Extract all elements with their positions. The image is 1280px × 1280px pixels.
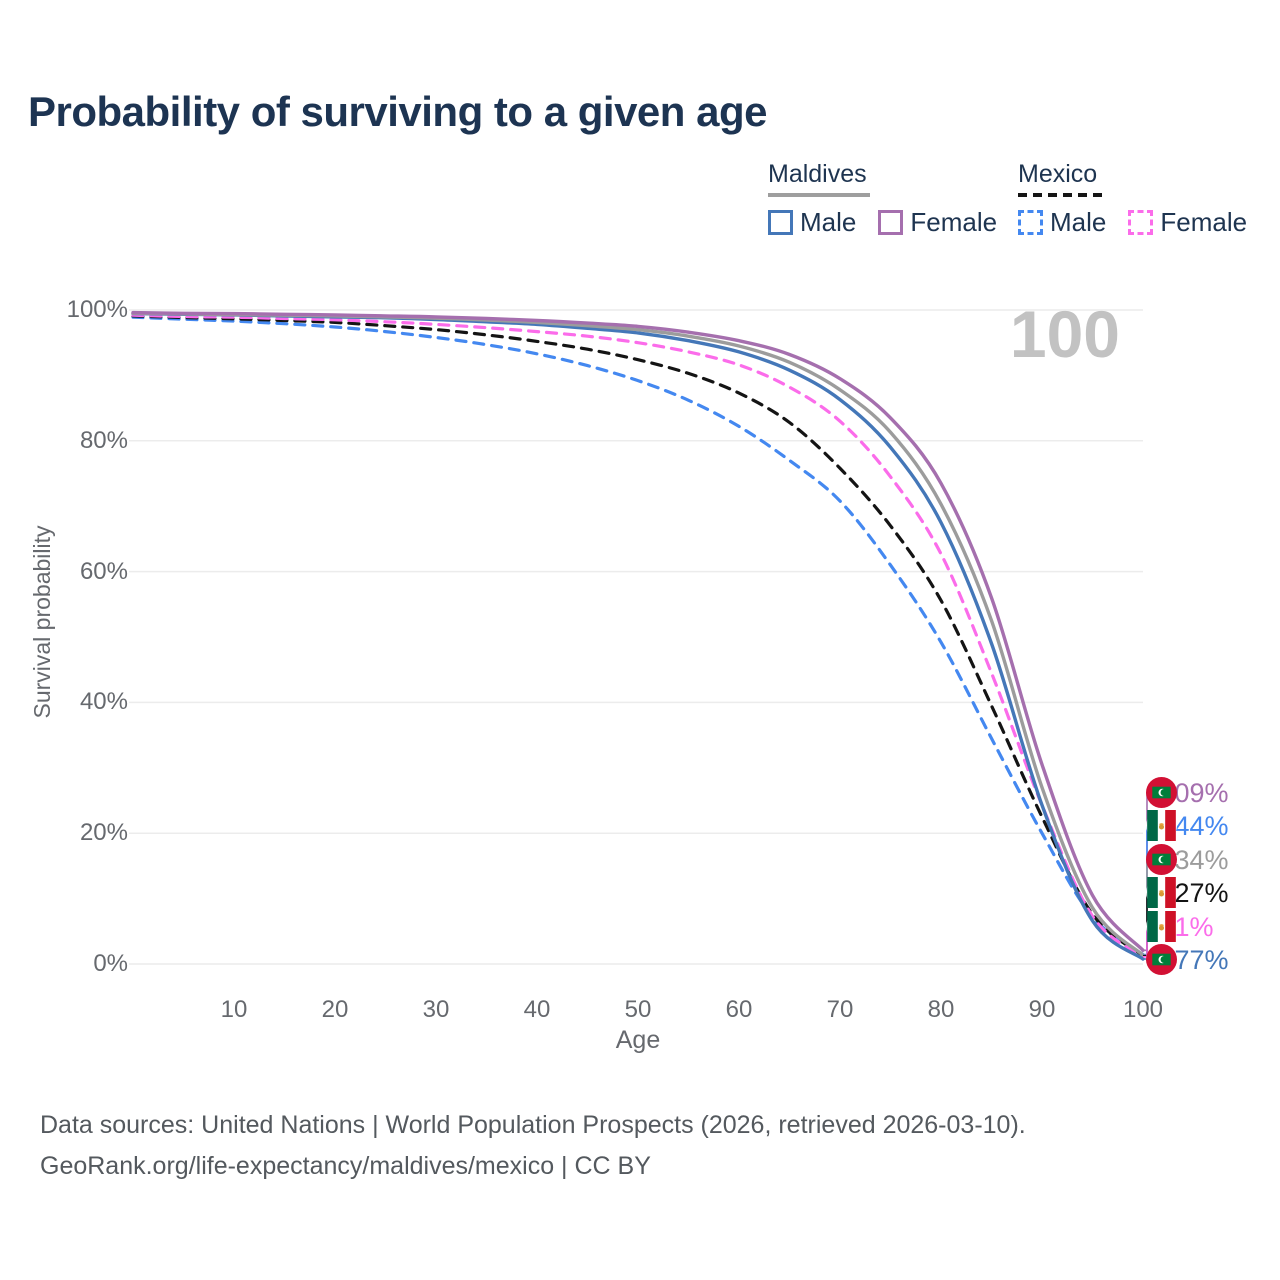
- legend-swatch-icon: [768, 210, 793, 235]
- legend-group-mexico: Mexico Male Female: [1018, 160, 1269, 238]
- footer-attribution: GeoRank.org/life-expectancy/maldives/mex…: [40, 1152, 651, 1180]
- x-tick-label: 100: [1122, 996, 1164, 1023]
- x-tick-label: 10: [220, 996, 248, 1023]
- y-tick-label: 100%: [66, 296, 128, 323]
- end-label-mex-female: 1.1%: [1146, 910, 1214, 944]
- legend-country-label: Mexico: [1018, 160, 1098, 188]
- legend-items-row: Male Female: [768, 207, 1019, 238]
- mexico-flag-icon: [1146, 910, 1177, 942]
- x-tick-label: 40: [523, 996, 551, 1023]
- legend-item-mexico-female[interactable]: Female: [1128, 207, 1247, 238]
- mexico-flag-icon: [1146, 877, 1177, 909]
- end-label-mex-male: 1.44%: [1146, 810, 1229, 843]
- max-age-annotation: 100: [1009, 297, 1120, 371]
- chart-title: Probability of surviving to a given age: [28, 88, 767, 135]
- x-axis-title: Age: [615, 1026, 661, 1054]
- legend-item-maldives-male[interactable]: Male: [768, 207, 856, 238]
- legend-item-maldives-female[interactable]: Female: [878, 207, 997, 238]
- x-tick-label: 30: [422, 996, 450, 1023]
- x-tick-label: 90: [1028, 996, 1056, 1023]
- end-label-mdv-total: 1.34%: [1146, 843, 1229, 877]
- footer: Data sources: United Nations | World Pop…: [40, 1105, 1026, 1187]
- legend-item-mexico-male[interactable]: Male: [1018, 207, 1106, 238]
- legend-dashed-line-sample: [1018, 193, 1106, 197]
- legend-item-label: Female: [910, 207, 998, 237]
- curve-mdv-male: [131, 311, 1145, 961]
- legend-swatch-icon: [878, 210, 904, 235]
- legend-country-label: Maldives: [768, 160, 867, 188]
- y-tick-label: 0%: [93, 950, 128, 977]
- curve-mex-total: [131, 314, 1145, 958]
- y-tick-label: 60%: [79, 557, 128, 585]
- x-tick-label: 60: [725, 996, 753, 1023]
- curve-mdv-total: [131, 311, 1145, 957]
- legend-item-label: Male: [1050, 207, 1107, 237]
- legend-group-maldives: Maldives Male Female: [768, 160, 1019, 238]
- y-tick-label: 20%: [79, 819, 128, 847]
- legend-swatch-icon: [1018, 210, 1043, 235]
- legend-item-label: Female: [1160, 207, 1248, 237]
- legend-item-label: Male: [800, 207, 857, 237]
- curve-mex-female: [131, 313, 1145, 959]
- x-tick-label: 50: [624, 996, 652, 1023]
- footer-data-sources: Data sources: United Nations | World Pop…: [40, 1111, 1026, 1139]
- x-tick-label: 70: [826, 996, 854, 1023]
- x-tick-label: 20: [321, 996, 349, 1023]
- y-tick-label: 80%: [79, 426, 128, 454]
- mexico-flag-icon: [1146, 810, 1177, 842]
- end-label-mdv-female: 2.09%: [1146, 777, 1229, 810]
- legend-swatch-icon: [1128, 210, 1154, 235]
- end-label-mex-total: 1.27%: [1146, 877, 1229, 910]
- maldives-flag-icon: [1146, 843, 1177, 875]
- maldives-flag-icon: [1146, 944, 1177, 975]
- curve-mex-male: [131, 315, 1145, 957]
- maldives-flag-icon: [1146, 777, 1177, 808]
- curve-mdv-female: [131, 310, 1145, 952]
- end-label-mdv-male: 0.77%: [1146, 944, 1229, 977]
- y-tick-label: 40%: [79, 688, 128, 716]
- y-axis-title: Survival probability: [29, 525, 55, 719]
- x-tick-label: 80: [927, 996, 955, 1023]
- legend-solid-line-sample: [768, 193, 870, 197]
- legend-items-row: Male Female: [1018, 207, 1269, 238]
